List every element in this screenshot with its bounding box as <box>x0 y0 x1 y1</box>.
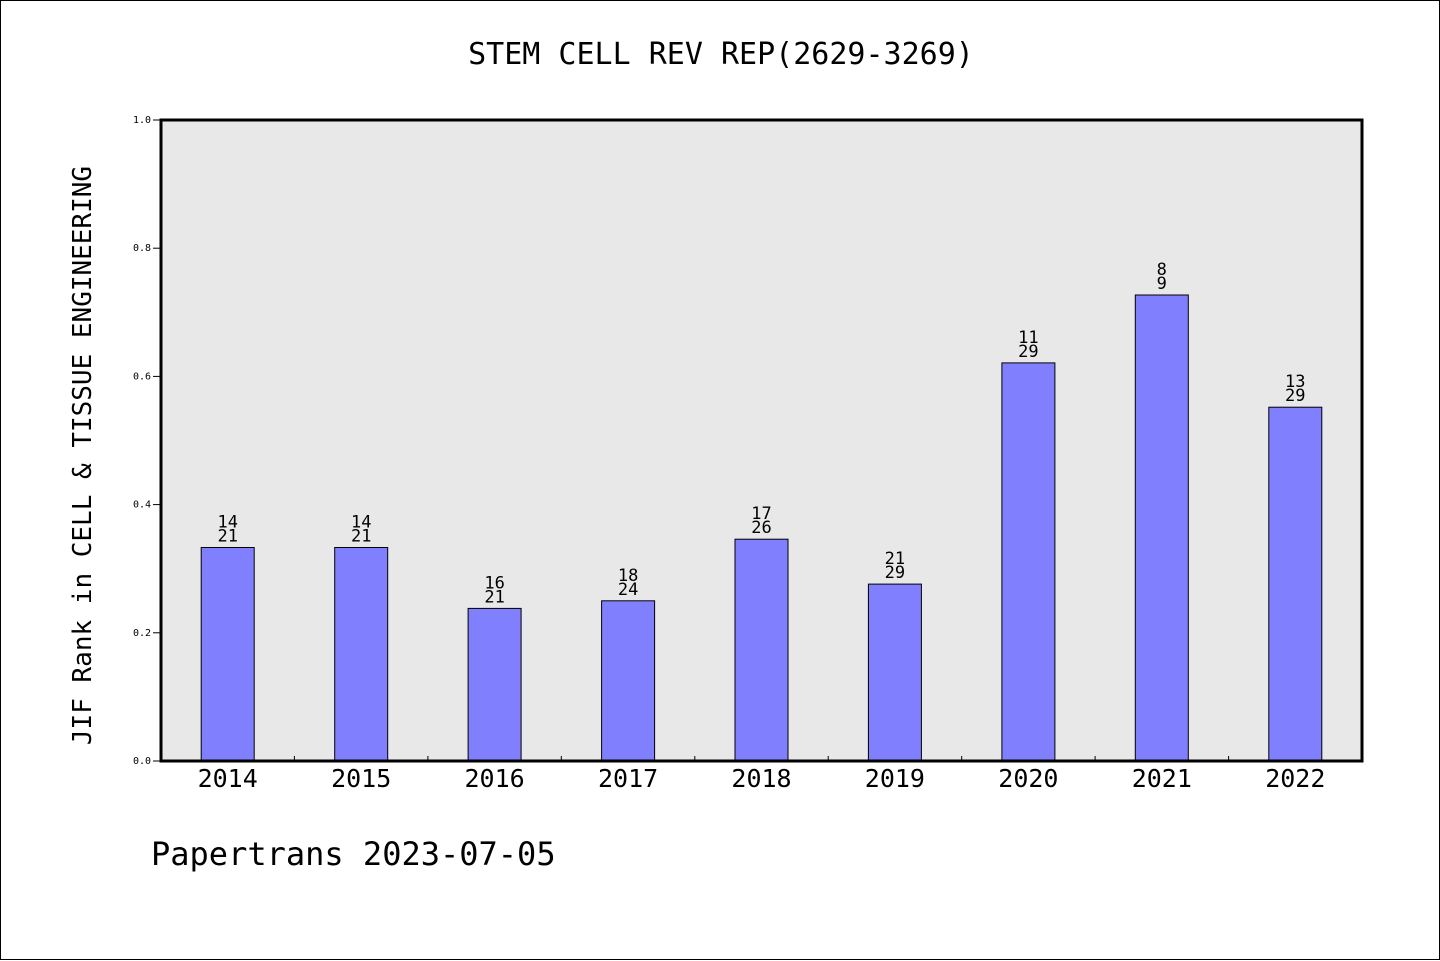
bar <box>334 547 389 762</box>
x-tick-label: 2018 <box>731 764 791 793</box>
y-tick-label: 0.6 <box>133 371 151 382</box>
y-tick-label: 0.0 <box>133 756 151 767</box>
bar <box>867 583 922 762</box>
bar-label-total: 26 <box>751 518 771 538</box>
footer-note: Papertrans 2023-07-05 <box>151 835 556 873</box>
bar-label-total: 9 <box>1157 274 1167 294</box>
bar-label-total: 21 <box>217 527 237 547</box>
bar-label-total: 29 <box>1018 342 1038 362</box>
bar-label-rank: 8 <box>1157 260 1167 280</box>
bar-label-total: 29 <box>885 563 905 583</box>
y-tick-label: 0.8 <box>133 243 151 254</box>
bar-label-rank: 14 <box>217 513 237 533</box>
bar-label-total: 29 <box>1285 386 1305 406</box>
bar-label-rank: 16 <box>484 573 504 593</box>
bar-label-total: 21 <box>484 587 504 607</box>
bar <box>1134 294 1189 762</box>
x-tick-label: 2017 <box>598 764 658 793</box>
y-tick-label: 1.0 <box>133 115 151 126</box>
bar <box>200 547 255 762</box>
bar <box>1001 362 1056 762</box>
x-tick-label: 2014 <box>198 764 258 793</box>
x-tick-label: 2020 <box>998 764 1058 793</box>
bar <box>467 607 522 762</box>
y-tick-label: 0.4 <box>133 500 151 511</box>
bar <box>734 538 789 762</box>
x-tick-label: 2015 <box>331 764 391 793</box>
x-tick-label: 2021 <box>1132 764 1192 793</box>
x-tick-label: 2022 <box>1265 764 1325 793</box>
bar <box>1268 406 1323 762</box>
bar-label-rank: 13 <box>1285 372 1305 392</box>
bar-label-rank: 11 <box>1018 328 1038 348</box>
bar-label-total: 21 <box>351 527 371 547</box>
bar-label-rank: 17 <box>751 504 771 524</box>
plot-border <box>159 118 1364 763</box>
y-axis-label: JIF Rank in CELL & TISSUE ENGINEERING <box>68 166 98 745</box>
chart-title: STEM CELL REV REP(2629-3269) <box>468 37 974 72</box>
bar-label-rank: 18 <box>618 566 638 586</box>
ticks-layer: 2014 2015 2016 2017 2018 2019 2020 2021 2022 0.0 0… <box>133 115 1325 793</box>
bar-label-total: 24 <box>618 580 638 600</box>
x-tick-label: 2016 <box>464 764 524 793</box>
bar-label-rank: 14 <box>351 513 371 533</box>
y-tick-label: 0.2 <box>133 628 151 639</box>
bar <box>601 600 656 762</box>
x-tick-label: 2019 <box>865 764 925 793</box>
bar-label-rank: 21 <box>885 549 905 569</box>
